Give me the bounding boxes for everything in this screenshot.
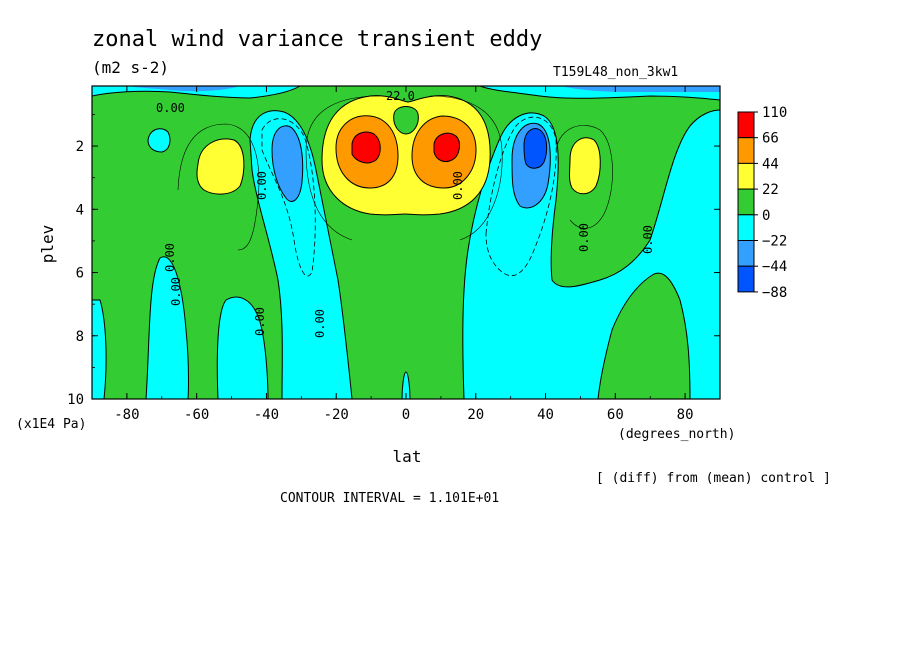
yellow-region-south [196, 138, 245, 195]
contour-fill-layer [92, 86, 720, 399]
contour-label: 0.00 [169, 277, 183, 306]
colorbar-swatch [737, 265, 755, 293]
x-axis-units: (degrees_north) [618, 427, 735, 442]
x-axis: -80 -60 -40 -20 0 20 40 60 80 [91, 86, 721, 423]
y-axis-label: plev [38, 225, 57, 264]
y-axis-units: (x1E4 Pa) [16, 417, 86, 432]
contour-label: 0.00 [577, 223, 591, 252]
y-axis: 2 4 6 8 10 [67, 114, 720, 408]
cyan-region-south-tongue [145, 256, 189, 399]
colorbar-label: −22 [762, 234, 787, 250]
blue-top-band-south [130, 86, 240, 92]
x-tick-label: -20 [324, 407, 349, 423]
x-axis-label: lat [393, 447, 422, 466]
contour-label: 0.00 [313, 309, 327, 338]
cyan-region-south-jet [249, 110, 353, 399]
x-tick-label: -40 [254, 407, 279, 423]
negative-contour-lines [261, 116, 557, 277]
contour-labels: 0.00 0.00 0.00 0.00 0.00 0.00 0.00 0.00 … [156, 89, 655, 338]
red-region-south-equator [351, 131, 381, 164]
colorbar: 110 66 44 22 0 −22 −44 −88 [737, 105, 787, 301]
cyan-top-band-south [92, 86, 301, 99]
contour-interval: CONTOUR INTERVAL = 1.101E+01 [280, 491, 499, 506]
x-tick-label: 20 [467, 407, 484, 423]
x-tick-label: 40 [537, 407, 554, 423]
y-tick-label: 8 [76, 329, 84, 345]
chart-units: (m2 s-2) [92, 58, 169, 77]
y-tick-label: 4 [76, 202, 84, 218]
red-region-north-equator [433, 132, 460, 163]
x-tick-label: 60 [607, 407, 624, 423]
contour-label: 22.0 [386, 89, 415, 103]
contour-label: 0.00 [253, 307, 267, 336]
colorbar-label: 66 [762, 131, 779, 147]
colorbar-swatch [737, 137, 755, 164]
contour-label: 0.00 [451, 171, 465, 200]
blue-region-south-jet [271, 125, 304, 202]
colorbar-label: 0 [762, 208, 770, 224]
x-tick-label: -60 [184, 407, 209, 423]
colorbar-swatch [737, 214, 755, 242]
colorbar-swatch [737, 162, 755, 190]
x-tick-label: 80 [677, 407, 694, 423]
deep-blue-region-north-jet [523, 128, 548, 169]
cyan-region-south-mid [216, 296, 269, 399]
blue-top-band-north [560, 86, 720, 92]
colorbar-label: −88 [762, 285, 787, 301]
contour-label: 0.00 [156, 101, 185, 115]
colorbar-label: −44 [762, 259, 787, 275]
colorbar-label: 22 [762, 182, 779, 198]
colorbar-swatch [737, 188, 755, 216]
colorbar-label: 44 [762, 156, 779, 172]
colorbar-swatch [737, 240, 755, 267]
x-tick-label: -80 [114, 407, 139, 423]
contour-label: 0.00 [163, 243, 177, 272]
contour-label: 0.00 [255, 171, 269, 200]
y-tick-label: 2 [76, 139, 84, 155]
cyan-equator-sliver [401, 371, 411, 399]
y-tick-label: 10 [67, 392, 84, 408]
run-label: T159L48_non_3kw1 [553, 65, 678, 80]
cyan-small-blob [147, 128, 171, 153]
y-tick-label: 6 [76, 266, 84, 282]
contour-label: 0.00 [641, 225, 655, 254]
colorbar-label: 110 [762, 105, 787, 121]
comparison-note: [ (diff) from (mean) control ] [596, 471, 831, 486]
yellow-region-north [569, 137, 601, 195]
colorbar-swatch [737, 111, 755, 139]
chart-title: zonal wind variance transient eddy [92, 27, 542, 52]
green-equator-notch [393, 106, 419, 135]
x-tick-label: 0 [402, 407, 410, 423]
